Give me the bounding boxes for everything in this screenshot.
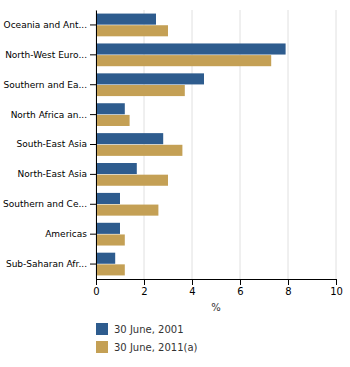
bar: [96, 25, 168, 36]
x-tick: 8: [285, 279, 291, 297]
plot: 0 2 4 6 8 10 Oceania and Ant... North-West Euro…: [3, 10, 343, 313]
y-tick-mark: [90, 264, 96, 265]
x-tick-label: 6: [237, 286, 243, 297]
x-tick: 0: [93, 279, 99, 297]
y-tick: Sub-Saharan Afr...: [6, 259, 96, 269]
x-tick-mark: [144, 279, 145, 285]
bar: [96, 145, 182, 156]
y-tick-mark: [90, 174, 96, 175]
y-tick-mark: [90, 144, 96, 145]
x-tick-label: 8: [285, 286, 291, 297]
y-tick-label: North-East Asia: [17, 169, 87, 179]
y-tick-label: Americas: [45, 229, 87, 239]
legend-label: 30 June, 2001: [114, 324, 184, 335]
y-axis-line: [96, 11, 97, 280]
x-tick-mark: [192, 279, 193, 285]
y-tick-label: Southern and Ce...: [3, 199, 87, 209]
y-tick-mark: [90, 24, 96, 25]
bar: [96, 55, 271, 66]
y-tick-mark: [90, 114, 96, 115]
grid: [96, 10, 336, 279]
y-tick: Southern and Ce...: [3, 199, 96, 209]
bar: [96, 14, 156, 25]
y-axis: Oceania and Ant... North-West Euro... Sout…: [3, 11, 97, 280]
legend: 30 June, 2001 30 June, 2011(a): [96, 323, 198, 353]
bar: [96, 85, 185, 96]
chart: 0 2 4 6 8 10 Oceania and Ant... North-West Euro…: [0, 0, 350, 367]
bar-series: [96, 14, 286, 264]
bar: [96, 115, 130, 126]
y-tick-mark: [90, 204, 96, 205]
legend-swatch: [96, 323, 108, 335]
x-tick-mark: [240, 279, 241, 285]
bar: [96, 103, 125, 114]
bar: [96, 205, 158, 216]
x-axis-line: [97, 280, 337, 286]
y-tick-mark: [90, 54, 96, 55]
bar: [96, 253, 115, 264]
y-tick: North-East Asia: [17, 169, 96, 179]
y-tick-label: Southern and Ea...: [4, 80, 87, 90]
bar: [96, 193, 120, 204]
x-tick-mark: [336, 279, 337, 285]
y-tick-mark: [90, 234, 96, 235]
grid-line: [288, 10, 289, 279]
bar: [96, 73, 204, 84]
bar: [96, 43, 286, 54]
x-tick-mark: [288, 279, 289, 285]
y-tick-mark: [90, 84, 96, 85]
x-tick-label: 4: [189, 286, 195, 297]
legend-swatch: [96, 341, 108, 353]
y-tick-label: North Africa an...: [11, 109, 87, 119]
bar-series: [96, 25, 271, 275]
y-tick: South-East Asia: [16, 139, 96, 149]
y-tick: North-West Euro...: [5, 50, 96, 60]
y-tick: North Africa an...: [11, 109, 96, 119]
bar: [96, 163, 137, 174]
bars: [96, 14, 286, 276]
bar: [96, 223, 120, 234]
x-tick: 4: [189, 279, 195, 297]
y-tick-label: Sub-Saharan Afr...: [6, 259, 87, 269]
x-tick-label: 0: [93, 286, 99, 297]
legend-label: 30 June, 2011(a): [114, 342, 198, 353]
x-axis: 0 2 4 6 8 10: [93, 279, 343, 297]
bar: [96, 175, 168, 186]
x-tick: 10: [330, 279, 343, 297]
bar: [96, 234, 125, 245]
x-tick: 6: [237, 279, 243, 297]
x-tick-label: 10: [330, 286, 343, 297]
y-tick-label: Oceania and Ant...: [4, 20, 87, 30]
x-tick-label: 2: [141, 286, 147, 297]
grid-line: [336, 10, 337, 279]
bar: [96, 133, 163, 144]
x-axis-title: %: [211, 302, 221, 313]
y-tick: Southern and Ea...: [4, 80, 96, 90]
bar: [96, 264, 125, 275]
y-tick: Americas: [45, 229, 96, 239]
legend-item: 30 June, 2001: [96, 323, 184, 335]
legend-item: 30 June, 2011(a): [96, 341, 198, 353]
y-tick: Oceania and Ant...: [4, 20, 96, 30]
y-tick-label: South-East Asia: [16, 139, 87, 149]
x-tick-mark: [96, 279, 97, 285]
y-tick-label: North-West Euro...: [5, 50, 87, 60]
x-tick: 2: [141, 279, 147, 297]
